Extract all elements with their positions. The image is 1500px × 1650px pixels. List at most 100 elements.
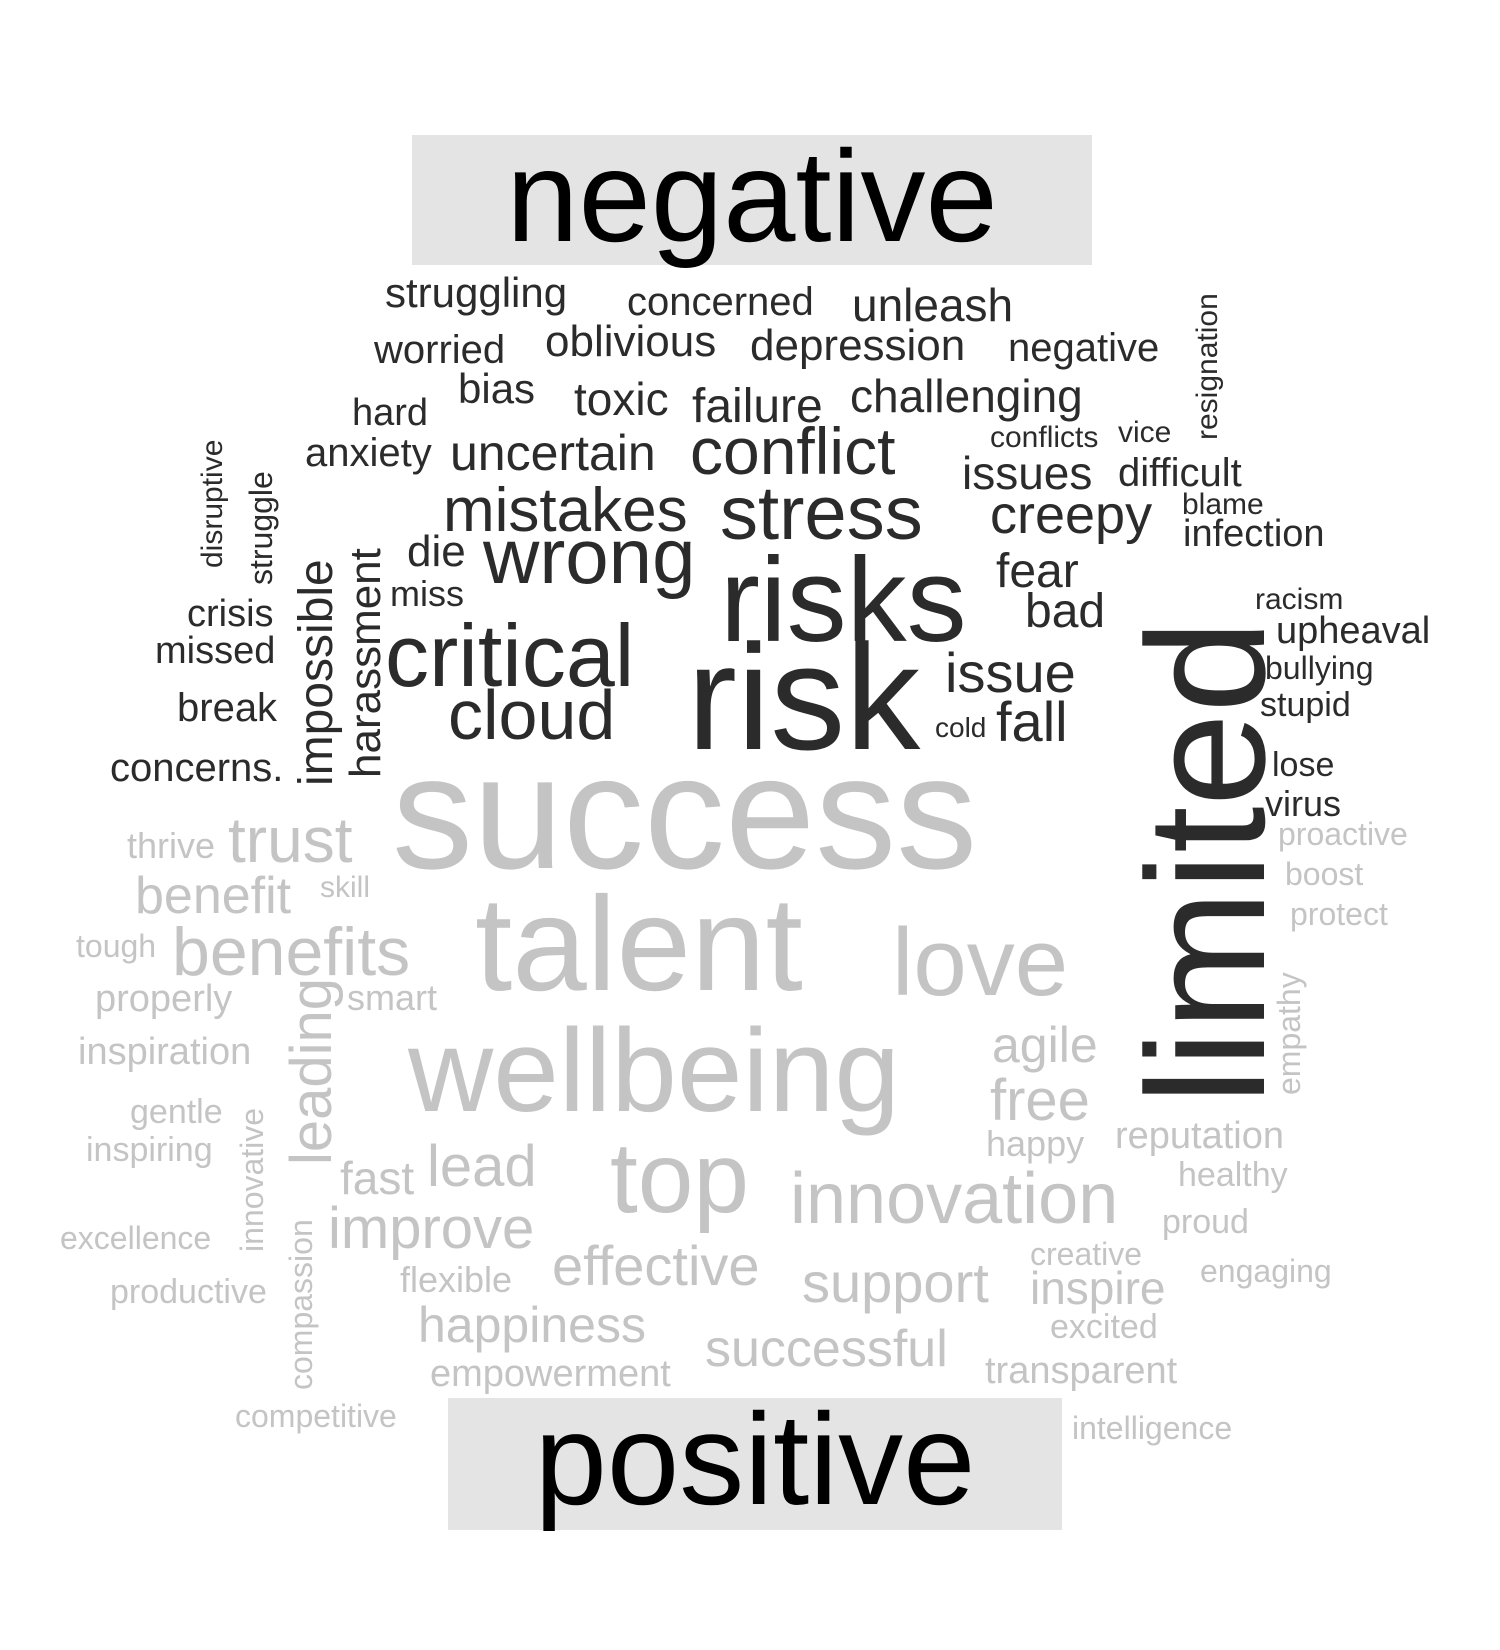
word-harassment: harassment — [341, 548, 390, 778]
word-crisis: crisis — [187, 593, 274, 635]
word-unleash: unleash — [852, 279, 1014, 331]
word-concerns: concerns. — [110, 746, 284, 790]
word-benefits: benefits — [172, 914, 411, 990]
word-creative: creative — [1030, 1236, 1143, 1272]
word-struggling: struggling — [385, 269, 568, 316]
positive-group-title: positive — [448, 1394, 1062, 1530]
word-blame: blame — [1182, 488, 1264, 521]
word-anxiety: anxiety — [305, 431, 432, 475]
word-mistakes: mistakes — [443, 476, 688, 545]
word-challenging: challenging — [850, 370, 1083, 422]
word-smart: smart — [347, 977, 437, 1018]
word-risks: risks — [720, 533, 967, 667]
word-support: support — [802, 1251, 989, 1314]
word-struggle: struggle — [243, 471, 279, 585]
word-bias: bias — [458, 365, 536, 412]
word-empathy: empathy — [1271, 972, 1307, 1095]
word-depression: depression — [750, 321, 966, 370]
word-gentle: gentle — [130, 1093, 223, 1131]
word-success: success — [392, 722, 978, 903]
word-properly: properly — [95, 978, 233, 1020]
word-love: love — [892, 909, 1069, 1016]
word-cold: cold — [935, 712, 987, 743]
word-tough: tough — [76, 928, 157, 964]
word-talent: talent — [475, 870, 803, 1019]
word-proactive: proactive — [1278, 816, 1408, 852]
word-creepy: creepy — [990, 485, 1153, 545]
word-innovation: innovation — [790, 1159, 1119, 1239]
word-intelligence: intelligence — [1072, 1410, 1233, 1446]
word-worried: worried — [374, 328, 506, 372]
word-bullying: bullying — [1265, 650, 1374, 686]
word-break: break — [177, 686, 278, 730]
word-free: free — [990, 1068, 1090, 1133]
word-impossible: impossible — [290, 559, 343, 786]
word-empowerment: empowerment — [430, 1353, 671, 1395]
word-issue: issue — [945, 641, 1076, 704]
word-successful: successful — [705, 1320, 948, 1378]
word-risk: risk — [687, 613, 921, 781]
word-stress: stress — [720, 471, 923, 556]
word-effective: effective — [552, 1234, 760, 1297]
word-failure: failure — [692, 380, 823, 433]
word-engaging: engaging — [1200, 1253, 1332, 1289]
word-wrong: wrong — [483, 512, 696, 600]
word-improve: improve — [328, 1196, 535, 1261]
word-miss: miss — [390, 573, 464, 614]
word-top: top — [610, 1122, 750, 1234]
word-racism: racism — [1255, 583, 1344, 616]
word-bad: bad — [1025, 585, 1106, 638]
word-productive: productive — [110, 1273, 267, 1311]
negative-group-title: negative — [412, 131, 1092, 265]
word-inspire: inspire — [1030, 1262, 1166, 1314]
word-inspiration: inspiration — [78, 1031, 252, 1073]
word-difficult: difficult — [1118, 451, 1242, 495]
word-transparent: transparent — [985, 1350, 1178, 1392]
word-wellbeing: wellbeing — [408, 1005, 900, 1137]
word-competitive: competitive — [235, 1398, 397, 1434]
word-conflicts: conflicts — [990, 421, 1099, 454]
word-lead: lead — [427, 1134, 537, 1199]
word-uncertain: uncertain — [450, 425, 656, 481]
word-fear: fear — [996, 545, 1079, 598]
word-happiness: happiness — [418, 1297, 646, 1353]
word-fast: fast — [340, 1152, 415, 1204]
word-conflict: conflict — [690, 414, 896, 488]
word-compassion: compassion — [283, 1219, 319, 1390]
word-leading: leading — [279, 977, 344, 1165]
word-lose: lose — [1272, 746, 1335, 784]
word-agile: agile — [992, 1017, 1098, 1073]
word-excellence: excellence — [60, 1220, 212, 1256]
word-missed: missed — [155, 630, 276, 672]
word-upheaval: upheaval — [1276, 610, 1431, 652]
word-stupid: stupid — [1260, 686, 1351, 724]
word-skill: skill — [320, 871, 370, 904]
word-protect: protect — [1290, 896, 1388, 932]
word-cloud: cloud — [448, 676, 616, 754]
word-thrive: thrive — [127, 825, 216, 866]
word-disruptive: disruptive — [196, 439, 229, 568]
word-die: die — [407, 527, 466, 576]
word-happy: happy — [986, 1123, 1085, 1164]
word-excited: excited — [1050, 1308, 1158, 1346]
word-toxic: toxic — [574, 373, 669, 425]
word-benefit: benefit — [135, 867, 292, 925]
word-resignation: resignation — [1191, 293, 1224, 440]
word-oblivious: oblivious — [545, 317, 717, 366]
word-reputation: reputation — [1115, 1115, 1285, 1157]
word-proud: proud — [1162, 1203, 1249, 1241]
word-healthy: healthy — [1178, 1156, 1288, 1194]
word-vice: vice — [1118, 416, 1172, 449]
word-concerned: concerned — [627, 280, 814, 324]
word-hard: hard — [352, 392, 429, 434]
word-inspiring: inspiring — [86, 1131, 213, 1169]
word-critical: critical — [385, 606, 635, 705]
word-boost: boost — [1285, 856, 1364, 892]
word-innovative: innovative — [234, 1107, 270, 1252]
word-infection: infection — [1183, 513, 1325, 555]
word-virus: virus — [1265, 783, 1342, 824]
word-fall: fall — [996, 690, 1068, 753]
word-trust: trust — [228, 804, 353, 876]
word-limited: limited — [1112, 619, 1300, 1105]
